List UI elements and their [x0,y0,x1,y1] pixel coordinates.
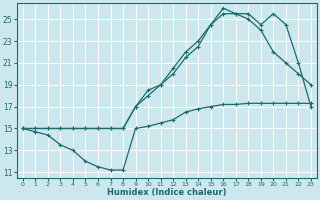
X-axis label: Humidex (Indice chaleur): Humidex (Indice chaleur) [107,188,227,197]
